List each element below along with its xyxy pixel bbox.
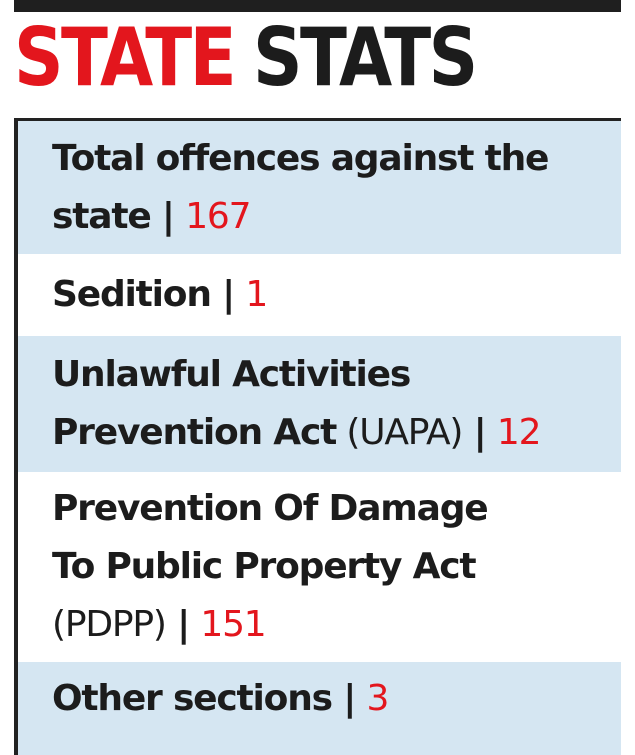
- stat-suffix: (UAPA): [336, 412, 463, 453]
- stat-value: 3: [366, 678, 390, 719]
- stat-label: Sedition: [52, 274, 212, 315]
- title-stats: STATS: [252, 11, 478, 104]
- top-rule: [14, 0, 621, 12]
- separator: |: [331, 678, 367, 719]
- separator: |: [150, 195, 186, 237]
- stat-value: 151: [200, 604, 266, 645]
- separator: |: [165, 604, 201, 645]
- page-title: STATE STATS: [14, 11, 478, 104]
- stat-row-total-offences: Total offences against the state | 167: [18, 121, 621, 254]
- stat-value: 167: [185, 195, 251, 237]
- stat-label: Unlawful Activities Prevention Act: [52, 354, 411, 453]
- stat-suffix: (PDPP): [52, 604, 167, 645]
- stat-row-sedition: Sedition | 1: [18, 254, 621, 336]
- stat-value: 1: [245, 274, 268, 315]
- stat-label: Prevention Of Damage To Public Property …: [52, 488, 489, 587]
- separator: |: [462, 412, 497, 453]
- stat-label: Other sections: [52, 678, 333, 719]
- separator: |: [210, 274, 246, 315]
- stat-value: 12: [496, 412, 542, 453]
- stats-panel: Total offences against the state | 167 S…: [14, 118, 621, 755]
- stat-row-other-sections: Other sections | 3: [18, 662, 621, 755]
- stat-row-uapa: Unlawful Activities Prevention Act (UAPA…: [18, 336, 621, 472]
- stat-label: Total offences against the state: [52, 137, 549, 237]
- title-state: STATE: [14, 11, 237, 104]
- stat-row-pdpp: Prevention Of Damage To Public Property …: [18, 472, 621, 662]
